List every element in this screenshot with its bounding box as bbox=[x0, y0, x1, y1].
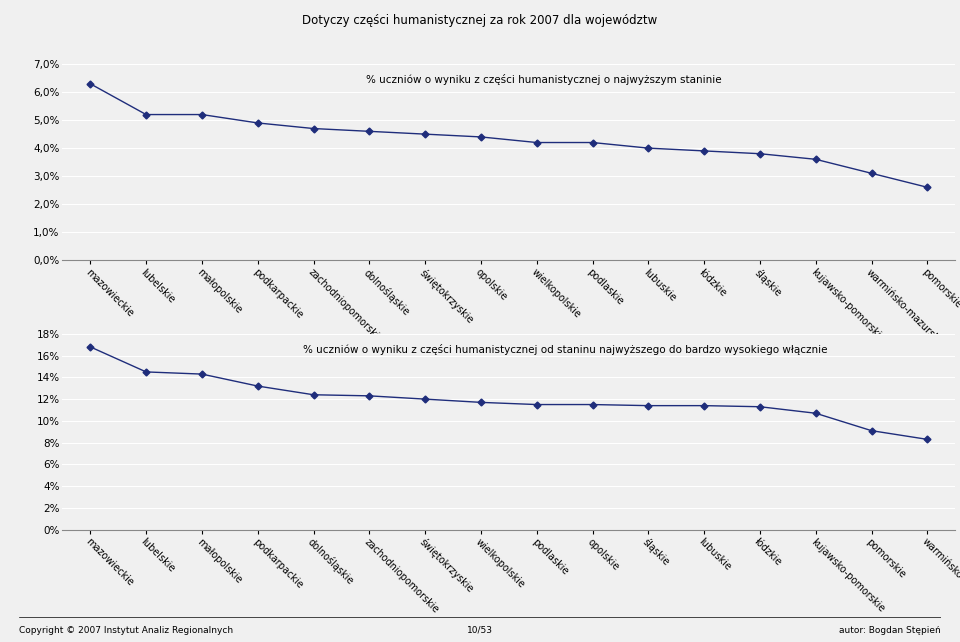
Text: % uczniów o wyniku z części humanistycznej o najwyższym staninie: % uczniów o wyniku z części humanistyczn… bbox=[366, 74, 722, 85]
Text: 10/53: 10/53 bbox=[467, 626, 493, 635]
Text: Dotyczy części humanistycznej za rok 2007 dla województw: Dotyczy części humanistycznej za rok 200… bbox=[302, 14, 658, 27]
Text: Copyright © 2007 Instytut Analiz Regionalnych: Copyright © 2007 Instytut Analiz Regiona… bbox=[19, 626, 233, 635]
Text: autor: Bogdan Stępień: autor: Bogdan Stępień bbox=[839, 626, 941, 635]
Text: % uczniów o wyniku z części humanistycznej od staninu najwyższego do bardzo wyso: % uczniów o wyniku z części humanistyczn… bbox=[303, 343, 828, 354]
